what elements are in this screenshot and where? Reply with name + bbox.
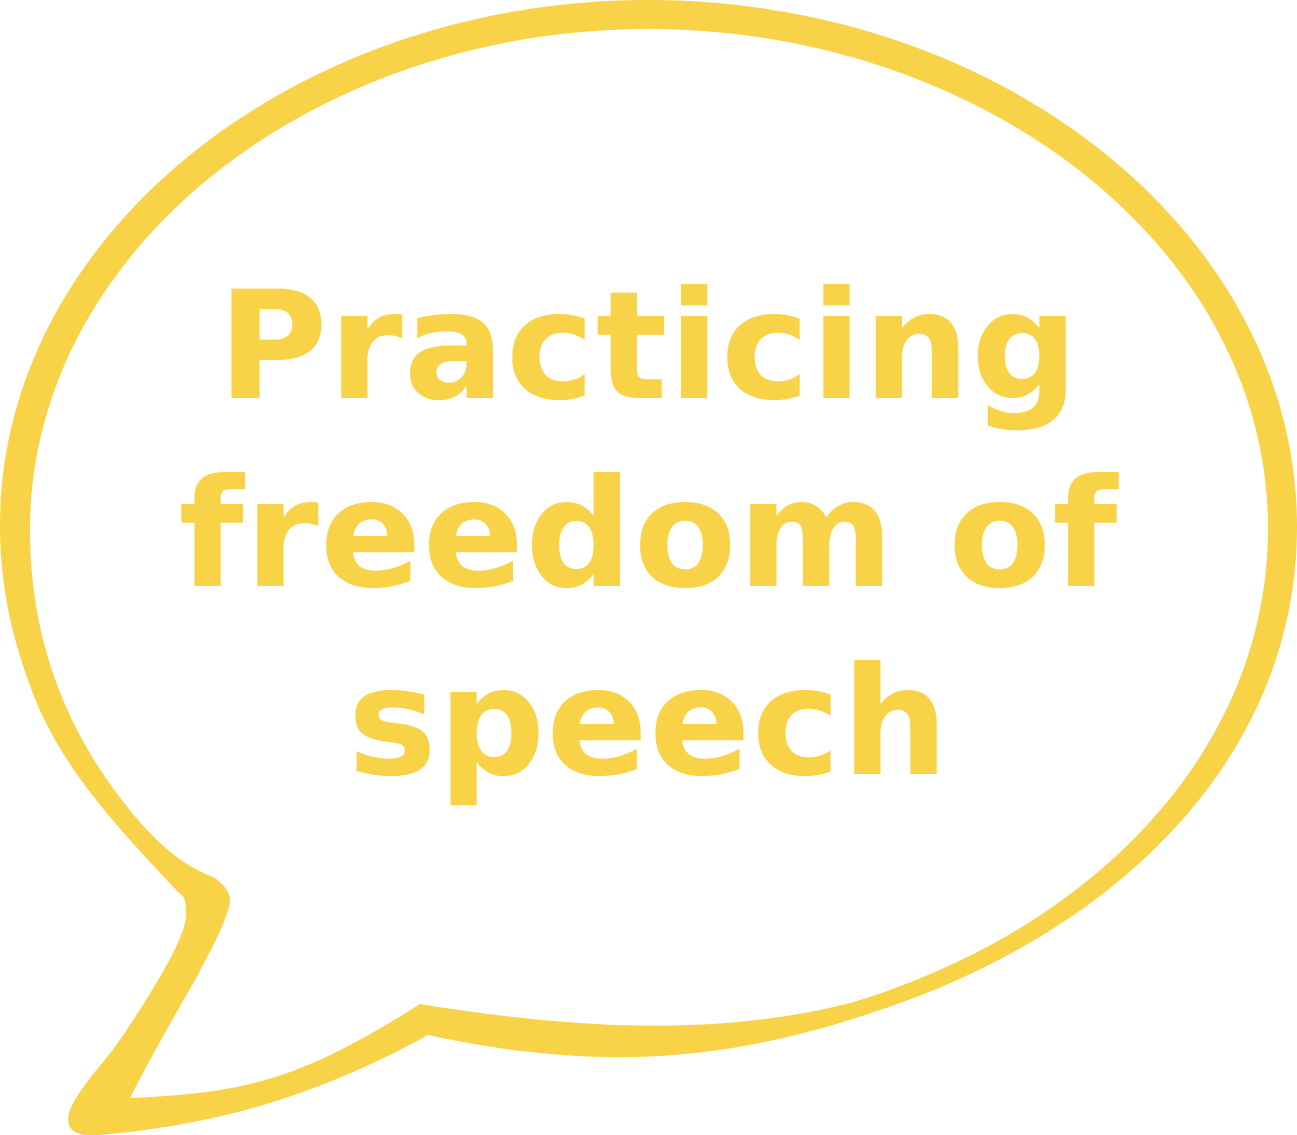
bubble-text-line-2: freedom of: [178, 448, 1119, 622]
bubble-text-line-1: Practicing: [217, 260, 1080, 434]
bubble-text-line-3: speech: [347, 636, 950, 810]
